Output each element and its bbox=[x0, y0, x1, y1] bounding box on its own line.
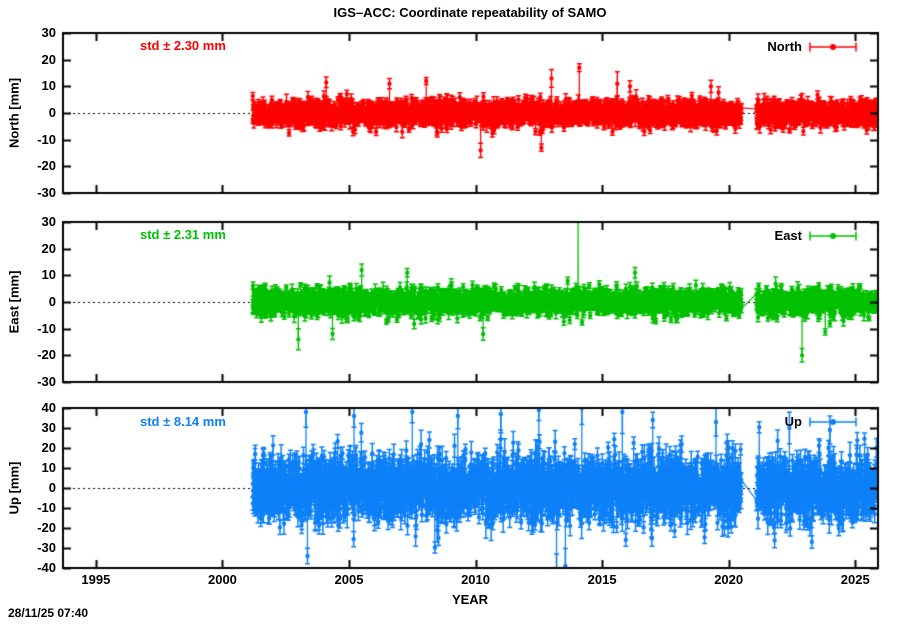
north-legend-label: North bbox=[767, 39, 802, 54]
y-tick-label: 20 bbox=[41, 440, 56, 455]
y-tick-label: 0 bbox=[48, 105, 56, 120]
x-tick-label: 2000 bbox=[207, 572, 237, 587]
y-tick-label: -10 bbox=[37, 320, 56, 336]
y-tick-label: -10 bbox=[37, 500, 56, 515]
east-std-label: std ± 2.31 mm bbox=[140, 227, 226, 242]
x-tick-label: 2005 bbox=[334, 572, 364, 587]
x-tick-label: 2020 bbox=[714, 572, 744, 587]
y-tick-label: 10 bbox=[41, 267, 56, 283]
north-std-label: std ± 2.30 mm bbox=[140, 38, 226, 53]
x-axis-label: YEAR bbox=[451, 592, 489, 607]
y-tick-label: -10 bbox=[37, 131, 56, 147]
east-legend-label: East bbox=[774, 228, 802, 243]
y-tick-label: -20 bbox=[37, 347, 56, 363]
x-tick-label: 2010 bbox=[461, 572, 490, 587]
up-legend-label: Up bbox=[784, 414, 802, 429]
up-std-label: std ± 8.14 mm bbox=[140, 414, 226, 429]
y-tick-label: 20 bbox=[41, 240, 56, 256]
y-tick-label: -20 bbox=[37, 520, 56, 535]
y-tick-label: -30 bbox=[37, 374, 56, 389]
x-tick-label: 2025 bbox=[840, 572, 870, 587]
y-tick-label: -30 bbox=[37, 540, 56, 555]
y-tick-label: -40 bbox=[37, 560, 56, 575]
x-tick-label: 1995 bbox=[81, 572, 111, 587]
chart-title: IGS–ACC: Coordinate repeatability of SAM… bbox=[333, 5, 607, 20]
y-tick-label: 0 bbox=[48, 480, 56, 495]
y-tick-label: -30 bbox=[37, 185, 56, 200]
x-tick-label: 2015 bbox=[587, 572, 617, 587]
y-tick-label: 0 bbox=[48, 294, 56, 309]
y-tick-label: 30 bbox=[41, 420, 56, 435]
plot-timestamp: 28/11/25 07:40 bbox=[8, 606, 89, 620]
y-tick-label: 30 bbox=[41, 214, 56, 229]
y-tick-label: -20 bbox=[37, 158, 56, 174]
y-tick-label: 20 bbox=[41, 51, 56, 67]
y-tick-label: 30 bbox=[41, 25, 56, 40]
y-tick-label: 10 bbox=[41, 460, 56, 475]
y-tick-label: 40 bbox=[41, 400, 56, 415]
y-tick-label: 10 bbox=[41, 78, 56, 94]
